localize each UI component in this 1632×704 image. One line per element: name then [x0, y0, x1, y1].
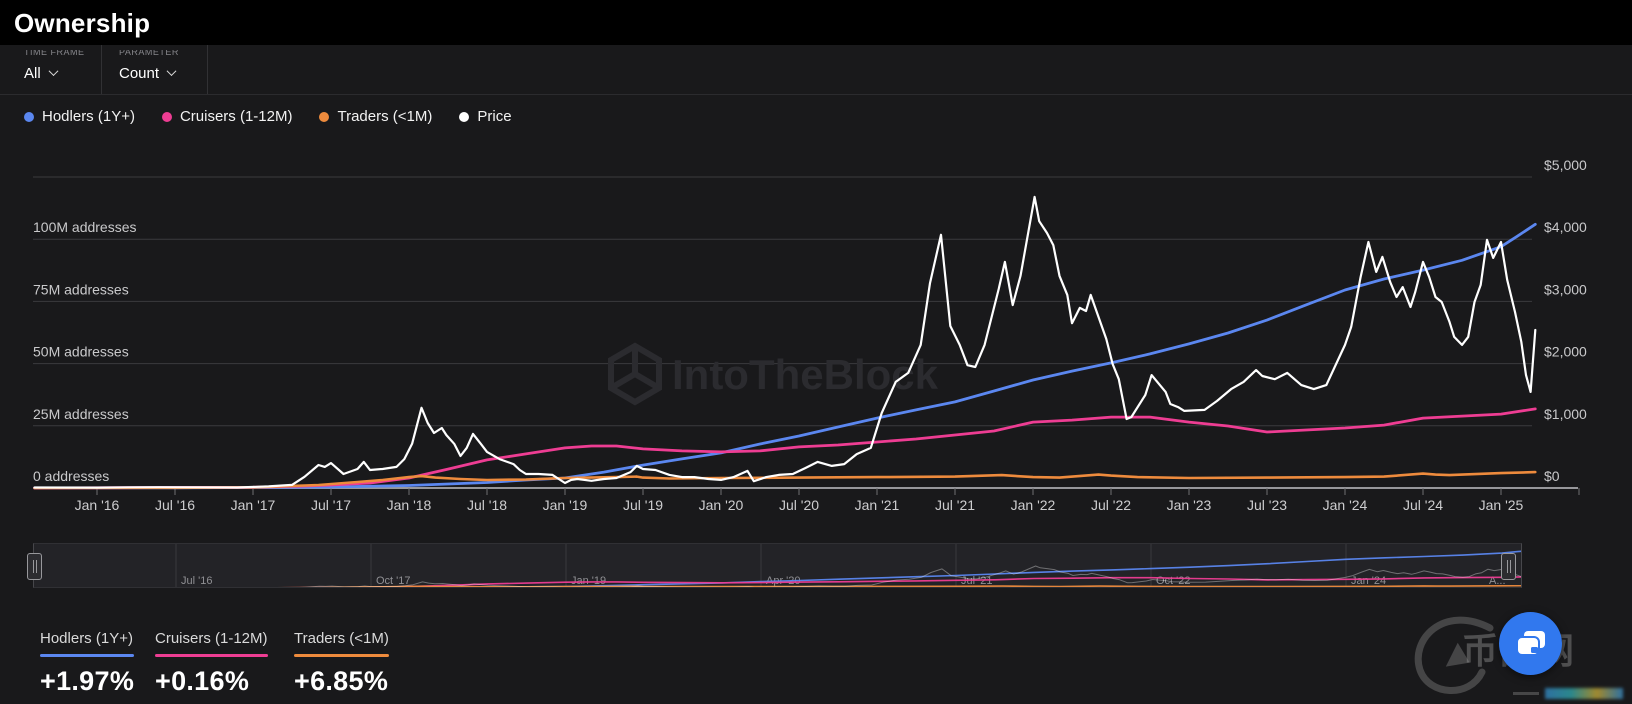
site-watermark-logo: [1414, 616, 1494, 694]
x-axis-label: Jan '16: [75, 497, 120, 513]
stat-label: Traders (<1M): [294, 630, 389, 647]
legend-label: Hodlers (1Y+): [42, 108, 135, 125]
watermark-hexagon-icon: [608, 342, 662, 406]
watermark-dash: [1513, 692, 1539, 695]
x-axis-label: Jan '24: [1323, 497, 1368, 513]
legend-label: Cruisers (1-12M): [179, 108, 293, 125]
legend-label: Price: [477, 108, 512, 125]
parameter-caption: PARAMETER: [119, 50, 179, 57]
series-line-hodlers-1y-: [33, 222, 1537, 490]
chat-icon: [1515, 630, 1545, 656]
timeframe-value: All: [24, 65, 41, 82]
right-axis-label: $2,000: [1544, 344, 1587, 360]
x-axis-label: Jan '19: [543, 497, 588, 513]
series-line-price: [33, 195, 1537, 489]
stat-label: Hodlers (1Y+): [40, 630, 133, 647]
x-axis-label: Jul '23: [1247, 497, 1287, 513]
legend-label: Traders (<1M): [337, 108, 433, 125]
chart-legend: Hodlers (1Y+) Cruisers (1-12M) Traders (<1…: [0, 96, 1632, 137]
legend-item-traders-1m-[interactable]: Traders (<1M): [319, 108, 432, 125]
chat-widget-button[interactable]: [1499, 612, 1562, 675]
minimap-series-price: [299, 565, 1521, 587]
page-title: Ownership: [14, 8, 151, 38]
minimap-label: Jul '21: [961, 575, 992, 587]
legend-dot-icon: [459, 111, 470, 122]
stat-color-underline: [40, 654, 135, 657]
right-axis-label: $1,000: [1544, 406, 1587, 422]
right-axis-label: $0: [1544, 468, 1560, 484]
intotheblock-watermark: IntoTheBlock: [608, 342, 939, 406]
legend-item-cruisers-1-12m-[interactable]: Cruisers (1-12M): [161, 108, 293, 125]
stat-color-underline: [294, 654, 389, 657]
parameter-value: Count: [119, 65, 160, 82]
parameter-dropdown[interactable]: PARAMETER Count: [102, 45, 208, 94]
timeframe-dropdown[interactable]: TIME FRAME All: [10, 45, 102, 94]
scrubber-left-handle[interactable]: [27, 553, 42, 580]
series-line-traders-1m-: [33, 470, 1537, 490]
stat-card-hodlers-1y-: Hodlers (1Y+) +1.97%: [40, 630, 135, 697]
x-axis-label: Jul '17: [311, 497, 351, 513]
header-bar: Ownership: [0, 0, 1632, 45]
x-axis-label: Jan '18: [387, 497, 432, 513]
x-axis-label: Jul '18: [467, 497, 507, 513]
stat-color-underline: [155, 654, 268, 657]
minimap-chart: Jul '16 Oct '17 Jan '19 Apr '20 Jul '21 Oct '…: [175, 544, 1521, 587]
right-axis-label: $3,000: [1544, 281, 1587, 297]
x-axis-label: Jan '17: [231, 497, 276, 513]
legend-item-price[interactable]: Price: [459, 108, 512, 125]
filter-bar: TIME FRAME All PARAMETER Count: [0, 45, 1632, 95]
stat-value: +1.97%: [40, 666, 135, 696]
minimap-label: Jan '24: [1351, 575, 1386, 587]
x-axis-label: Jan '20: [699, 497, 744, 513]
x-axis-label: Jul '19: [623, 497, 663, 513]
minimap-series-hodlers-1y-: [357, 550, 1521, 587]
left-axis-label: 0 addresses: [33, 468, 109, 484]
minimap-series-traders-1m-: [275, 584, 1521, 587]
x-axis-label: Jul '16: [155, 497, 195, 513]
minimap-label: Oct '22: [1156, 575, 1191, 587]
minimap-label: Oct '17: [376, 575, 411, 587]
right-axis-label: $4,000: [1544, 219, 1587, 235]
left-axis-label: 50M addresses: [33, 344, 129, 360]
stat-label: Cruisers (1-12M): [155, 630, 268, 647]
scrubber-right-handle[interactable]: [1501, 553, 1516, 580]
left-axis-label: 100M addresses: [33, 219, 137, 235]
x-axis-label: Jan '23: [1167, 497, 1212, 513]
watermark-text: IntoTheBlock: [672, 351, 939, 398]
stat-value: +6.85%: [294, 666, 389, 696]
main-chart[interactable]: IntoTheBlock Jan '16 Jul '16 Jan '17 Jul '17…: [0, 137, 1632, 517]
stat-card-cruisers-1-12m-: Cruisers (1-12M) +0.16%: [155, 630, 268, 697]
chevron-down-icon: [48, 65, 59, 76]
x-axis-label: Jan '21: [855, 497, 900, 513]
x-axis-label: Jul '21: [935, 497, 975, 513]
legend-dot-icon: [24, 111, 34, 122]
stat-value: +0.16%: [155, 666, 250, 696]
timeframe-caption: TIME FRAME: [24, 50, 85, 57]
x-axis-label: Jul '24: [1403, 497, 1443, 513]
minimap-label: Jul '16: [181, 575, 212, 587]
x-axis-label: Jan '25: [1479, 497, 1524, 513]
x-axis-label: Jul '22: [1091, 497, 1131, 513]
right-axis-label: $5,000: [1544, 157, 1587, 173]
x-axis-label: Jul '20: [779, 497, 819, 513]
left-axis-label: 75M addresses: [33, 281, 129, 297]
left-axis-label: 25M addresses: [33, 406, 129, 422]
range-scrubber[interactable]: Jul '16 Oct '17 Jan '19 Apr '20 Jul '21 Oct '…: [27, 543, 1522, 588]
legend-dot-icon: [319, 111, 330, 122]
legend-item-hodlers-1y-[interactable]: Hodlers (1Y+): [24, 108, 135, 125]
chevron-down-icon: [166, 65, 177, 76]
minimap-label: Jan '19: [571, 575, 606, 587]
watermark-subtext: [1545, 688, 1623, 699]
x-axis-label: Jan '22: [1011, 497, 1056, 513]
legend-dot-icon: [161, 111, 172, 122]
stat-card-traders-1m-: Traders (<1M) +6.85%: [294, 630, 389, 697]
